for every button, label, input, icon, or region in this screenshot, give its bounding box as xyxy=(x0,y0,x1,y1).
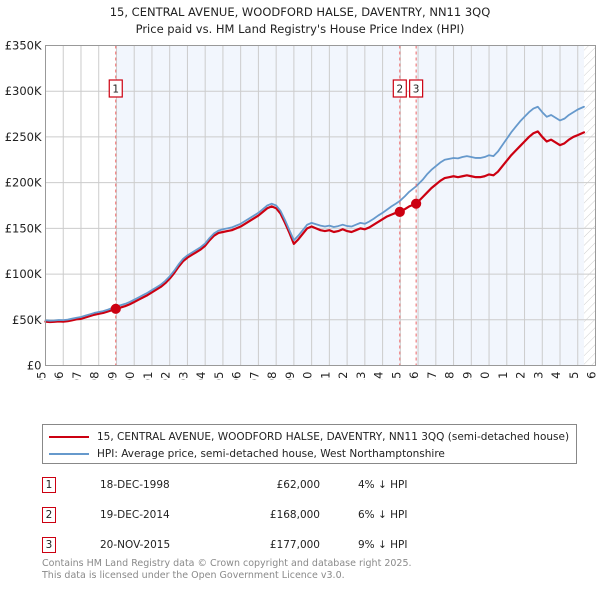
svg-text:2018: 2018 xyxy=(443,372,457,381)
legend-item-hpi: HPI: Average price, semi-detached house,… xyxy=(49,445,570,462)
copyright-footer: Contains HM Land Registry data © Crown c… xyxy=(42,558,582,582)
svg-text:2009: 2009 xyxy=(283,372,297,381)
sale-index-badge: 2 xyxy=(42,507,56,523)
svg-text:2003: 2003 xyxy=(176,372,190,381)
page-title: 15, CENTRAL AVENUE, WOODFORD HALSE, DAVE… xyxy=(0,4,600,38)
svg-text:2023: 2023 xyxy=(531,372,545,381)
svg-text:2025: 2025 xyxy=(567,372,581,381)
svg-text:2006: 2006 xyxy=(230,372,244,381)
chart-svg: £0 £50K £100K £150K £200K £250K £300K £350K 1995… xyxy=(5,40,599,381)
line-swatch-icon xyxy=(49,435,89,438)
svg-text:2001: 2001 xyxy=(141,372,155,381)
sale-price: £177,000 xyxy=(269,539,320,551)
line-swatch-icon xyxy=(49,452,89,455)
svg-text:2019: 2019 xyxy=(460,372,474,381)
svg-text:£150K: £150K xyxy=(5,221,42,235)
svg-text:2020: 2020 xyxy=(478,372,492,381)
sale-date: 18-DEC-1998 xyxy=(100,479,170,491)
table-row[interactable]: 1 18-DEC-1998 £62,000 4% ↓ HPI xyxy=(42,470,462,500)
svg-text:1998: 1998 xyxy=(88,372,102,381)
svg-text:2010: 2010 xyxy=(301,372,315,381)
svg-text:£250K: £250K xyxy=(5,130,42,144)
svg-text:2017: 2017 xyxy=(425,372,439,381)
svg-text:2002: 2002 xyxy=(159,372,173,381)
svg-text:2022: 2022 xyxy=(514,372,528,381)
svg-text:2000: 2000 xyxy=(123,372,137,381)
sale-hpi-delta: 6% ↓ HPI xyxy=(358,509,408,521)
svg-text:1997: 1997 xyxy=(70,372,84,381)
sale-price: £168,000 xyxy=(269,509,320,521)
sale-price: £62,000 xyxy=(276,479,320,491)
table-row[interactable]: 3 20-NOV-2015 £177,000 9% ↓ HPI xyxy=(42,530,462,560)
legend-item-label: HPI: Average price, semi-detached house,… xyxy=(97,447,445,460)
legend-item-label: 15, CENTRAL AVENUE, WOODFORD HALSE, DAVE… xyxy=(97,430,570,443)
svg-text:£0: £0 xyxy=(27,359,42,373)
svg-text:£200K: £200K xyxy=(5,176,42,190)
sale-date: 20-NOV-2015 xyxy=(100,539,171,551)
table-row[interactable]: 2 19-DEC-2014 £168,000 6% ↓ HPI xyxy=(42,500,462,530)
svg-text:2013: 2013 xyxy=(354,372,368,381)
svg-text:2021: 2021 xyxy=(496,371,510,380)
sale-hpi-delta: 4% ↓ HPI xyxy=(358,479,408,491)
footer-line-1: Contains HM Land Registry data © Crown c… xyxy=(42,558,412,569)
legend-item-price-paid: 15, CENTRAL AVENUE, WOODFORD HALSE, DAVE… xyxy=(49,428,570,445)
svg-text:2026: 2026 xyxy=(585,372,599,381)
sale-index-badge: 1 xyxy=(42,477,56,493)
svg-text:£100K: £100K xyxy=(5,267,42,281)
svg-text:2: 2 xyxy=(396,84,403,96)
chart-plot-region[interactable]: £0 £50K £100K £150K £200K £250K £300K £350K 1995… xyxy=(0,40,600,380)
svg-text:1: 1 xyxy=(112,84,119,96)
sale-date: 19-DEC-2014 xyxy=(100,509,170,521)
svg-text:2008: 2008 xyxy=(265,372,279,381)
sale-hpi-delta: 9% ↓ HPI xyxy=(358,539,408,551)
chart-legend: 15, CENTRAL AVENUE, WOODFORD HALSE, DAVE… xyxy=(42,424,577,464)
svg-text:2024: 2024 xyxy=(549,372,563,381)
chart-title-line-1: 15, CENTRAL AVENUE, WOODFORD HALSE, DAVE… xyxy=(109,5,491,19)
svg-text:2005: 2005 xyxy=(212,372,226,381)
sales-history-table: 1 18-DEC-1998 £62,000 4% ↓ HPI 2 19-DEC-… xyxy=(42,470,462,560)
svg-text:1996: 1996 xyxy=(52,372,66,381)
svg-text:2014: 2014 xyxy=(372,372,386,381)
svg-text:£50K: £50K xyxy=(12,313,42,327)
svg-text:1999: 1999 xyxy=(105,372,119,381)
chart-title-line-2: Price paid vs. HM Land Registry's House … xyxy=(135,22,465,36)
svg-text:2016: 2016 xyxy=(407,372,421,381)
svg-text:2011: 2011 xyxy=(318,372,332,381)
svg-text:2004: 2004 xyxy=(194,372,208,381)
svg-text:2012: 2012 xyxy=(336,372,350,381)
svg-text:2007: 2007 xyxy=(247,372,261,381)
footer-line-2: This data is licensed under the Open Gov… xyxy=(42,570,345,581)
svg-text:3: 3 xyxy=(413,84,420,96)
svg-text:£300K: £300K xyxy=(5,84,42,98)
svg-text:2015: 2015 xyxy=(389,372,403,381)
svg-text:£350K: £350K xyxy=(5,40,42,53)
svg-text:1995: 1995 xyxy=(35,372,49,381)
sale-index-badge: 3 xyxy=(42,537,56,553)
